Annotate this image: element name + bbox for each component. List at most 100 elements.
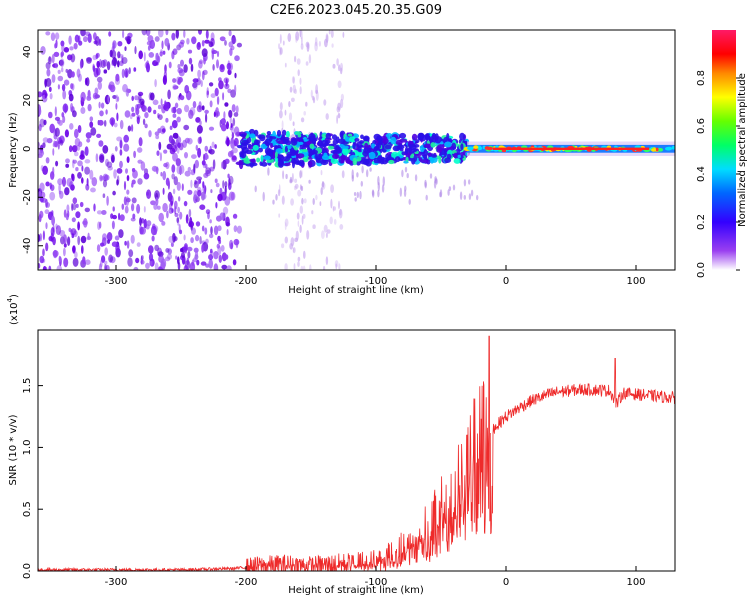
signal-blob bbox=[325, 140, 331, 144]
noise-blob bbox=[74, 151, 79, 157]
noise-blob bbox=[178, 196, 181, 202]
noise-blob bbox=[122, 84, 128, 93]
noise-blob bbox=[141, 30, 147, 36]
noise-blob bbox=[131, 203, 135, 212]
noise-blob bbox=[63, 47, 70, 53]
noise-blob bbox=[116, 168, 123, 174]
wisp-blob bbox=[335, 263, 338, 270]
noise-blob bbox=[187, 251, 191, 259]
noise-blob bbox=[124, 68, 129, 78]
noise-blob bbox=[117, 60, 120, 68]
noise-blob bbox=[116, 136, 122, 142]
noise-blob bbox=[201, 70, 205, 81]
noise-blob bbox=[123, 180, 127, 191]
wisp-blob bbox=[284, 109, 287, 116]
noise-blob bbox=[178, 223, 181, 233]
signal-blob bbox=[460, 143, 464, 151]
noise-blob bbox=[172, 188, 176, 195]
noise-blob bbox=[176, 136, 182, 144]
noise-blob bbox=[143, 51, 146, 62]
noise-blob bbox=[138, 137, 143, 147]
noise-blob bbox=[96, 76, 103, 83]
noise-blob bbox=[51, 74, 56, 83]
x-tick-label: -300 bbox=[105, 577, 128, 588]
noise-blob bbox=[210, 248, 213, 254]
noise-blob bbox=[208, 126, 215, 131]
noise-blob bbox=[165, 177, 170, 186]
wisp-blob bbox=[303, 250, 306, 259]
noise-blob bbox=[67, 210, 70, 218]
noise-blob bbox=[189, 216, 193, 227]
signal-blob bbox=[294, 131, 302, 135]
signal-blob bbox=[239, 151, 243, 157]
tail-blob bbox=[408, 198, 411, 205]
noise-blob bbox=[224, 102, 229, 107]
noise-blob bbox=[108, 254, 113, 263]
noise-blob bbox=[87, 103, 92, 112]
noise-blob bbox=[213, 251, 219, 260]
tail-blob bbox=[459, 191, 463, 200]
signal-blob bbox=[349, 136, 356, 143]
noise-blob bbox=[174, 200, 178, 210]
noise-blob bbox=[176, 164, 182, 175]
wisp-blob bbox=[279, 46, 282, 56]
signal-blob bbox=[270, 142, 273, 149]
noise-blob bbox=[185, 90, 192, 101]
noise-blob bbox=[148, 245, 154, 254]
x-tick-label: -200 bbox=[235, 577, 258, 588]
signal-blob bbox=[297, 134, 302, 138]
wisp-blob bbox=[315, 194, 318, 201]
wisp-blob bbox=[321, 230, 325, 240]
noise-blob bbox=[105, 109, 108, 115]
wisp-blob bbox=[299, 30, 302, 38]
noise-blob bbox=[61, 43, 65, 52]
signal-blob bbox=[411, 148, 418, 153]
noise-blob bbox=[66, 204, 70, 212]
noise-blob bbox=[72, 110, 77, 118]
noise-blob bbox=[76, 68, 81, 78]
signal-blob bbox=[327, 145, 335, 150]
wisp-blob bbox=[293, 263, 296, 270]
signal-blob bbox=[269, 136, 277, 140]
wisp-blob bbox=[284, 62, 287, 68]
signal-blob bbox=[330, 158, 339, 165]
noise-blob bbox=[189, 261, 196, 270]
noise-blob bbox=[152, 39, 155, 48]
noise-blob bbox=[201, 160, 206, 166]
noise-blob bbox=[54, 142, 59, 148]
noise-blob bbox=[97, 221, 101, 230]
wisp-blob bbox=[332, 206, 336, 211]
noise-blob bbox=[80, 150, 85, 158]
noise-blob bbox=[75, 167, 79, 172]
tail-blob bbox=[360, 180, 363, 187]
noise-blob bbox=[172, 78, 177, 83]
noise-blob bbox=[48, 86, 52, 93]
wisp-blob bbox=[279, 34, 282, 44]
wisp-blob bbox=[310, 89, 313, 98]
noise-blob bbox=[109, 84, 116, 93]
noise-blob bbox=[124, 110, 131, 118]
noise-blob bbox=[168, 235, 174, 243]
noise-blob bbox=[139, 98, 145, 106]
noise-blob bbox=[171, 144, 178, 153]
line-blob bbox=[655, 147, 659, 152]
noise-blob bbox=[121, 57, 128, 64]
tail-blob bbox=[424, 181, 427, 189]
wisp-blob bbox=[297, 256, 301, 262]
noise-blob bbox=[51, 210, 54, 216]
signal-blob bbox=[418, 133, 422, 141]
noise-blob bbox=[133, 266, 139, 270]
signal-blob bbox=[285, 130, 290, 138]
noise-blob bbox=[220, 118, 226, 125]
signal-blob bbox=[266, 131, 272, 135]
noise-blob bbox=[68, 227, 72, 232]
noise-blob bbox=[54, 116, 61, 121]
noise-blob bbox=[96, 244, 101, 253]
signal-blob bbox=[311, 149, 319, 155]
noise-blob bbox=[138, 50, 143, 60]
wisp-blob bbox=[323, 99, 327, 106]
noise-blob bbox=[186, 246, 193, 252]
noise-blob bbox=[172, 48, 178, 55]
noise-blob bbox=[112, 57, 118, 67]
signal-blob bbox=[377, 135, 382, 140]
